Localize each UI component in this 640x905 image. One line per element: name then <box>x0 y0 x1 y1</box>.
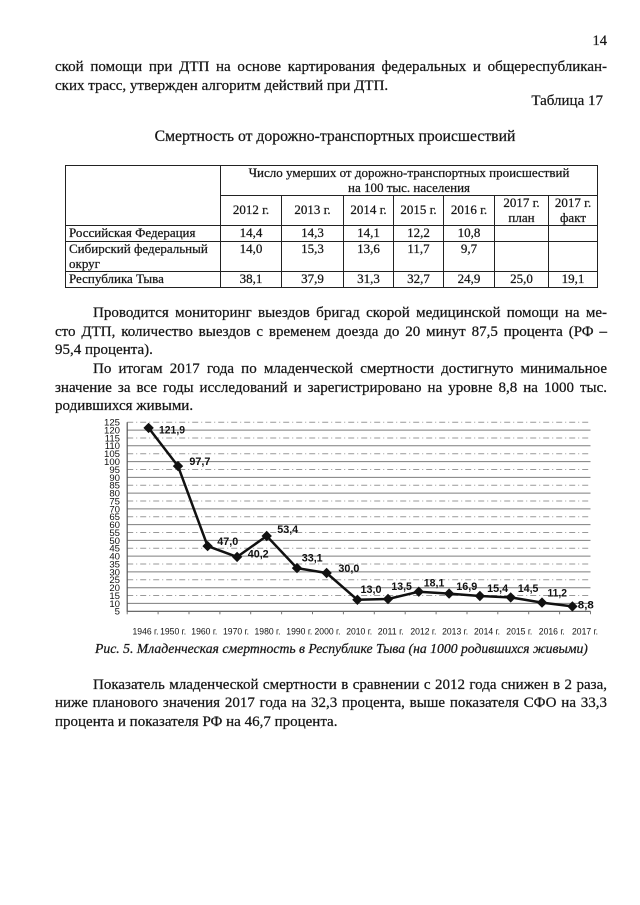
svg-text:121,9: 121,9 <box>159 425 185 437</box>
svg-text:15: 15 <box>109 591 120 602</box>
svg-text:2000 г.: 2000 г. <box>315 627 341 637</box>
svg-text:18,1: 18,1 <box>424 578 445 590</box>
svg-text:60: 60 <box>109 520 120 531</box>
svg-text:125: 125 <box>104 418 120 429</box>
svg-text:53,4: 53,4 <box>277 524 298 536</box>
svg-text:1950 г.: 1950 г. <box>160 627 186 637</box>
svg-text:50: 50 <box>109 536 120 547</box>
svg-text:13,0: 13,0 <box>361 584 382 596</box>
svg-text:30: 30 <box>109 567 120 578</box>
svg-text:80: 80 <box>109 489 120 500</box>
svg-text:2015 г.: 2015 г. <box>506 627 532 637</box>
svg-text:8,8: 8,8 <box>578 600 594 612</box>
svg-text:14,5: 14,5 <box>518 583 539 595</box>
svg-text:70: 70 <box>109 504 120 515</box>
svg-text:40: 40 <box>109 552 120 563</box>
svg-text:2012 г.: 2012 г. <box>410 627 436 637</box>
svg-text:10: 10 <box>109 599 120 610</box>
svg-text:97,7: 97,7 <box>189 456 210 468</box>
svg-text:55: 55 <box>109 528 120 539</box>
svg-text:2017 г.: 2017 г. <box>572 627 598 637</box>
svg-text:1960 г.: 1960 г. <box>191 627 217 637</box>
svg-text:2011 г.: 2011 г. <box>378 627 404 637</box>
svg-text:65: 65 <box>109 512 120 523</box>
svg-text:35: 35 <box>109 559 120 570</box>
svg-text:20: 20 <box>109 583 120 594</box>
svg-text:16,9: 16,9 <box>456 581 477 593</box>
svg-text:30,0: 30,0 <box>338 563 359 575</box>
svg-text:45: 45 <box>109 544 120 555</box>
svg-text:90: 90 <box>109 473 120 484</box>
svg-text:5: 5 <box>115 607 120 618</box>
svg-text:110: 110 <box>105 441 120 452</box>
svg-text:1970 г.: 1970 г. <box>223 627 249 637</box>
svg-text:13,5: 13,5 <box>391 581 412 593</box>
svg-text:33,1: 33,1 <box>302 552 323 564</box>
svg-text:11,2: 11,2 <box>548 588 568 600</box>
svg-text:2016 г.: 2016 г. <box>539 627 565 637</box>
svg-text:120: 120 <box>104 426 120 437</box>
svg-text:95: 95 <box>109 465 120 476</box>
svg-text:85: 85 <box>109 481 120 492</box>
svg-text:100: 100 <box>104 457 120 468</box>
svg-text:25: 25 <box>109 575 120 586</box>
svg-text:1946 г.: 1946 г. <box>133 627 159 637</box>
svg-text:40,2: 40,2 <box>248 549 269 561</box>
svg-text:75: 75 <box>109 496 120 507</box>
svg-text:2010 г.: 2010 г. <box>346 627 372 637</box>
svg-text:2014 г.: 2014 г. <box>474 627 500 637</box>
svg-text:1980 г.: 1980 г. <box>255 627 281 637</box>
svg-text:115: 115 <box>105 433 120 444</box>
svg-text:105: 105 <box>104 449 120 460</box>
svg-text:15,4: 15,4 <box>487 583 508 595</box>
svg-text:2013 г.: 2013 г. <box>442 627 468 637</box>
svg-text:47,0: 47,0 <box>217 536 238 548</box>
svg-text:1990 г.: 1990 г. <box>286 627 312 637</box>
